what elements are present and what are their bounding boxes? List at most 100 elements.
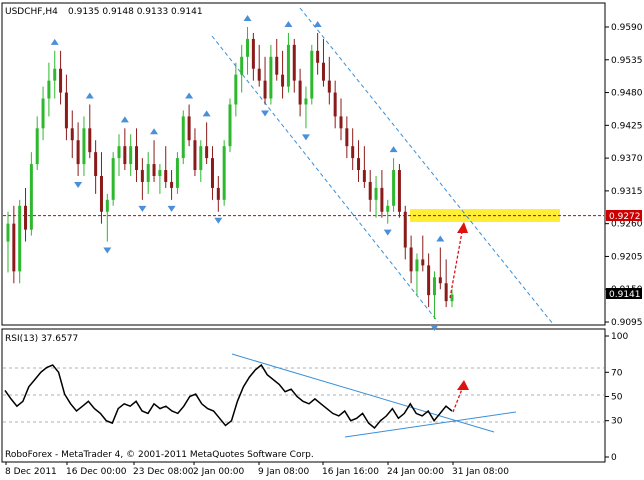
candle — [24, 187, 28, 242]
candle — [164, 146, 168, 188]
candle — [123, 128, 127, 171]
candle — [269, 44, 273, 105]
candle-body — [438, 277, 442, 284]
candle-body — [64, 92, 68, 129]
fractal-markers — [50, 15, 445, 332]
candle-body — [246, 38, 250, 57]
candle — [99, 152, 103, 224]
candle — [450, 289, 454, 308]
channel-upper — [299, 7, 554, 325]
candle — [304, 86, 308, 129]
price-axis: 0.9590 0.9535 0.9480 0.9425 0.9370 0.9315 0.92… — [605, 23, 643, 328]
candle-body — [386, 205, 390, 212]
candle — [129, 134, 133, 176]
candle-body — [140, 170, 144, 182]
price-tick-label: 0.9315 — [611, 187, 643, 197]
price-tick-label: 0.9590 — [611, 23, 643, 33]
candle-body — [146, 164, 150, 182]
candle-body — [234, 74, 238, 105]
candle-body — [368, 181, 372, 200]
price-tick-label: 0.9370 — [611, 154, 643, 164]
candle — [438, 247, 442, 290]
fractal-down-marker — [74, 181, 83, 188]
candle — [140, 158, 144, 200]
candle — [427, 253, 431, 308]
candle — [415, 253, 419, 296]
time-tick-label: 2 Jan 00:00 — [193, 467, 245, 477]
candle — [105, 193, 109, 242]
rsi-forecast-head — [457, 380, 469, 390]
candle — [117, 134, 121, 176]
fractal-down-marker — [103, 247, 112, 254]
candle-body — [427, 265, 431, 296]
candle — [397, 164, 401, 218]
candle-body — [403, 211, 407, 248]
rsi-trendlines — [231, 353, 517, 438]
candle — [82, 116, 86, 176]
candle-body — [164, 170, 168, 182]
candle-body — [269, 56, 273, 99]
candle-body — [187, 116, 191, 141]
time-tick-label: 23 Dec 08:00 — [133, 467, 194, 477]
candle — [228, 98, 232, 153]
candle-body — [263, 80, 267, 99]
candle-body — [362, 170, 366, 182]
time-tick-label: 9 Jan 08:00 — [258, 467, 310, 477]
candle-body — [59, 68, 63, 93]
candle-body — [421, 259, 425, 266]
candle — [421, 235, 425, 272]
candle — [205, 122, 209, 165]
candle — [70, 110, 74, 159]
fractal-down-marker — [138, 205, 147, 212]
candle — [263, 56, 267, 105]
candle-body — [409, 247, 413, 272]
fractal-down-marker — [430, 325, 439, 332]
candle-body — [29, 164, 33, 230]
fractal-up-marker — [85, 92, 94, 99]
candle — [246, 27, 250, 75]
candle-body — [41, 98, 45, 129]
candle — [64, 74, 68, 141]
candle-body — [316, 50, 320, 63]
candle-body — [105, 199, 109, 212]
candle — [310, 44, 314, 105]
candle-body — [374, 187, 378, 200]
candle — [146, 152, 150, 194]
candle-body — [222, 146, 226, 200]
candle-body — [304, 98, 308, 105]
channel-lines — [211, 7, 554, 325]
candle-body — [351, 146, 355, 159]
rsi-tick-label: 100 — [611, 332, 628, 342]
price-tick-label: 0.9205 — [611, 252, 643, 262]
candle-body — [286, 44, 290, 87]
candle — [181, 110, 185, 165]
candle — [210, 146, 214, 200]
candle-body — [333, 92, 337, 117]
candle — [187, 104, 191, 147]
fractal-up-marker — [120, 116, 129, 123]
candle-body — [76, 140, 80, 165]
price-forecast-head — [457, 222, 468, 233]
candle-body — [53, 68, 57, 81]
candle — [292, 38, 296, 93]
candle — [368, 170, 372, 212]
candle-body — [129, 146, 133, 165]
candle — [362, 146, 366, 188]
price-tick-label: 0.9535 — [611, 56, 643, 66]
candle-body — [193, 140, 197, 171]
candle — [41, 86, 45, 141]
candle-body — [70, 128, 74, 141]
fractal-up-marker — [202, 110, 211, 117]
candle-body — [444, 283, 448, 302]
current-price-marker: 0.9141 — [606, 288, 642, 300]
candle-body — [339, 116, 343, 129]
price-forecast-arrow — [449, 222, 468, 299]
candle-body — [199, 146, 203, 171]
candle — [316, 32, 320, 75]
copyright-text: RoboForex - MetaTrader 4, © 2001-2011 Me… — [5, 450, 314, 460]
rsi-trend-upper — [231, 353, 495, 433]
fractal-down-marker — [383, 229, 392, 236]
candle-body — [170, 181, 174, 188]
candle — [135, 128, 139, 182]
